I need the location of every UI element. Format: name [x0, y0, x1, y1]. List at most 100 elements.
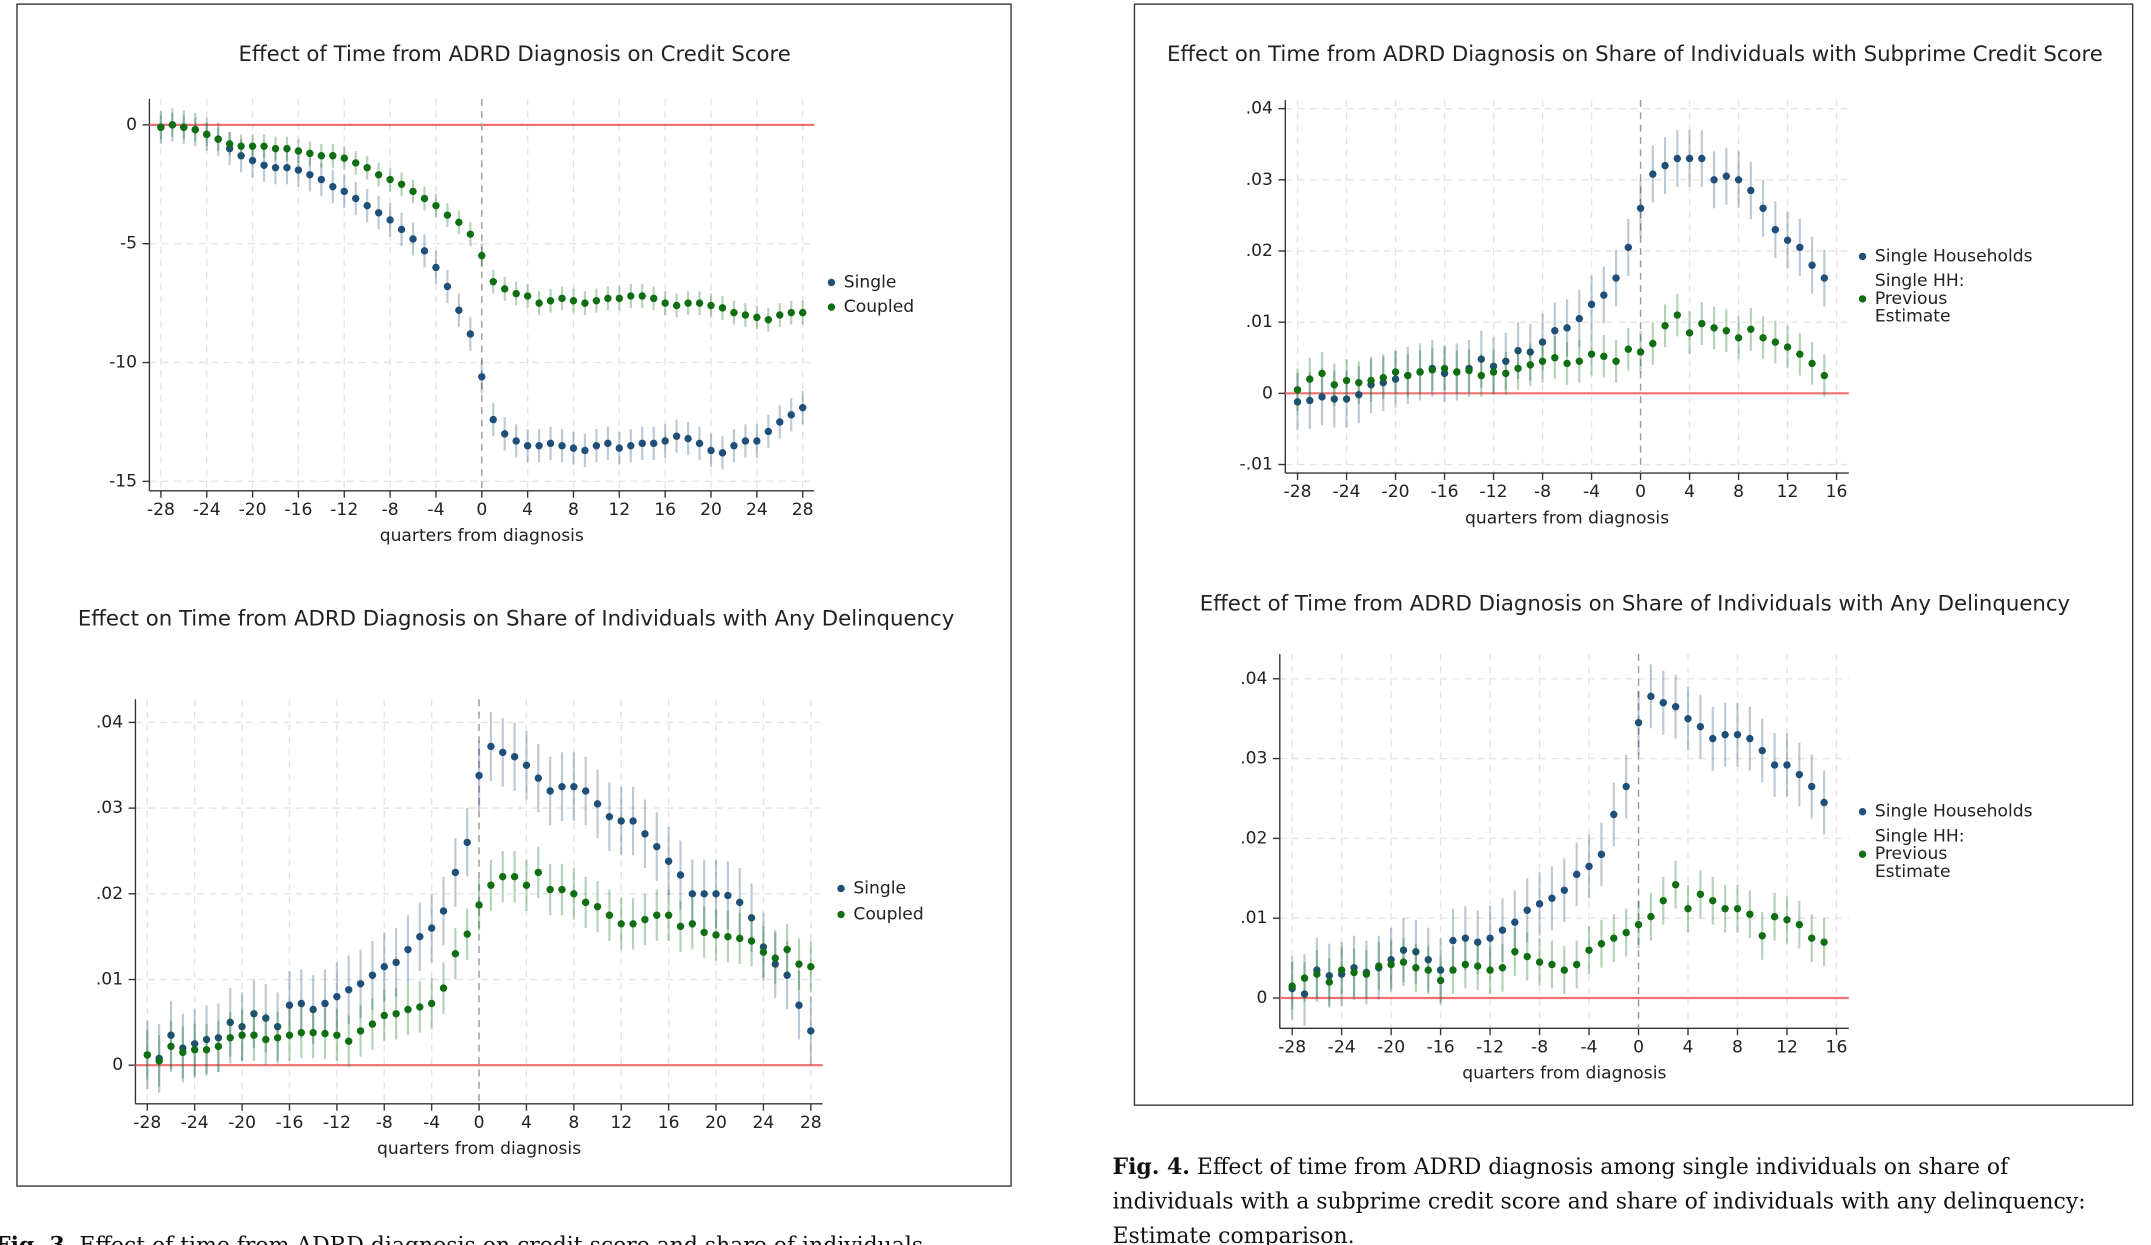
- point: [1587, 300, 1596, 309]
- x-tick-label: -20: [1382, 482, 1410, 502]
- point: [1538, 338, 1547, 346]
- point: [363, 163, 371, 172]
- point: [463, 930, 471, 938]
- point: [489, 415, 497, 424]
- point: [1318, 369, 1326, 378]
- x-tick-label: 16: [658, 1113, 680, 1133]
- point: [1622, 782, 1630, 791]
- x-tick-label: 16: [1826, 482, 1848, 502]
- caption-text: Effect of time from ADRD diagnosis among…: [1197, 1155, 2010, 1180]
- point: [294, 147, 303, 155]
- point: [501, 285, 509, 293]
- x-tick-label: -24: [1333, 482, 1361, 502]
- point: [333, 1031, 341, 1039]
- point: [1416, 368, 1424, 376]
- point: [1318, 393, 1326, 401]
- point: [558, 442, 566, 450]
- point: [695, 439, 704, 448]
- x-tick-label: -4: [1583, 482, 1600, 502]
- point: [1300, 990, 1309, 998]
- y-tick-label: -10: [109, 353, 137, 373]
- legend-label: Single Households: [1875, 246, 2033, 266]
- point: [238, 1031, 246, 1039]
- point: [592, 297, 601, 305]
- point: [1362, 970, 1371, 978]
- point: [798, 403, 807, 412]
- y-tick-label: -15: [109, 471, 137, 491]
- x-tick-label: 24: [753, 1113, 775, 1133]
- point: [1709, 896, 1717, 905]
- point: [1747, 325, 1755, 333]
- point: [262, 1014, 270, 1022]
- point: [1685, 329, 1694, 337]
- point: [432, 201, 440, 210]
- point: [1783, 343, 1792, 351]
- point: [1330, 381, 1338, 389]
- point: [707, 301, 715, 310]
- point: [546, 885, 554, 894]
- point: [1820, 371, 1829, 380]
- y-tick-label: 0: [126, 115, 137, 135]
- point: [439, 984, 448, 992]
- point: [167, 1042, 175, 1051]
- point: [1771, 225, 1780, 234]
- point: [499, 748, 507, 757]
- point: [143, 1051, 151, 1059]
- point: [1511, 918, 1519, 926]
- point: [1684, 714, 1692, 723]
- point: [439, 907, 448, 915]
- point: [787, 308, 795, 317]
- point: [1685, 154, 1694, 163]
- point: [1288, 982, 1296, 990]
- point: [1342, 395, 1351, 403]
- point: [712, 931, 720, 939]
- point: [1671, 703, 1680, 711]
- point: [1535, 900, 1544, 908]
- point: [1795, 920, 1804, 929]
- point: [443, 211, 452, 219]
- point: [1710, 324, 1718, 332]
- point: [661, 437, 669, 445]
- point: [285, 1031, 294, 1039]
- x-tick-label: -20: [228, 1113, 256, 1133]
- point: [1300, 974, 1309, 982]
- point: [661, 299, 669, 307]
- point: [1551, 326, 1559, 335]
- x-tick-label: 8: [568, 1113, 579, 1133]
- point: [724, 932, 732, 941]
- point: [432, 263, 440, 272]
- y-tick-label: .03: [1240, 749, 1267, 769]
- point: [1636, 204, 1645, 212]
- point: [329, 152, 337, 160]
- point: [321, 1029, 329, 1038]
- point: [363, 201, 371, 210]
- x-tick-label: -16: [275, 1113, 303, 1133]
- point: [1587, 350, 1596, 358]
- point: [546, 439, 555, 448]
- point: [1560, 886, 1569, 894]
- point: [271, 144, 280, 153]
- point: [309, 1005, 317, 1014]
- point: [374, 171, 383, 179]
- caption: Fig. 3. Effect of time from ADRD diagnos…: [0, 1232, 923, 1245]
- x-tick-label: 16: [654, 500, 676, 520]
- point: [1526, 361, 1535, 369]
- point: [604, 439, 612, 448]
- point: [1783, 236, 1792, 245]
- point: [1575, 357, 1584, 366]
- point: [1721, 730, 1729, 739]
- point: [1808, 782, 1816, 791]
- point: [1709, 734, 1717, 743]
- x-tick-label: 28: [800, 1113, 822, 1133]
- point: [535, 442, 543, 450]
- point: [534, 868, 542, 877]
- point: [764, 427, 773, 436]
- point: [641, 915, 649, 924]
- legend-label: Single HH: Previous Estimate: [1875, 271, 1970, 327]
- x-tick-label: -24: [181, 1113, 209, 1133]
- x-tick-label: -24: [193, 500, 221, 520]
- point: [1511, 948, 1519, 956]
- point: [1622, 928, 1630, 937]
- caption: individuals with a subprime credit score…: [1113, 1189, 2086, 1214]
- point: [501, 430, 509, 438]
